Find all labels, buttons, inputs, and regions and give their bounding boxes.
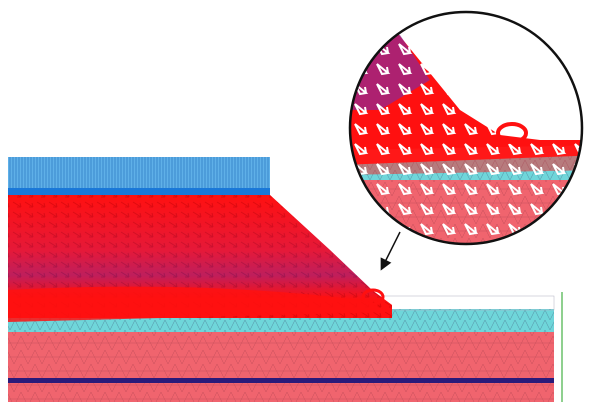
surface-vectors xyxy=(380,296,554,310)
magnified-view xyxy=(340,0,589,275)
pointer-arrow xyxy=(382,232,400,268)
page xyxy=(0,0,589,405)
top-structure xyxy=(8,157,270,189)
structure-base xyxy=(8,188,270,195)
zoom-vectors xyxy=(340,30,589,240)
simulation-figure xyxy=(0,0,589,405)
base-line xyxy=(8,378,554,383)
soil-layer xyxy=(8,330,554,402)
